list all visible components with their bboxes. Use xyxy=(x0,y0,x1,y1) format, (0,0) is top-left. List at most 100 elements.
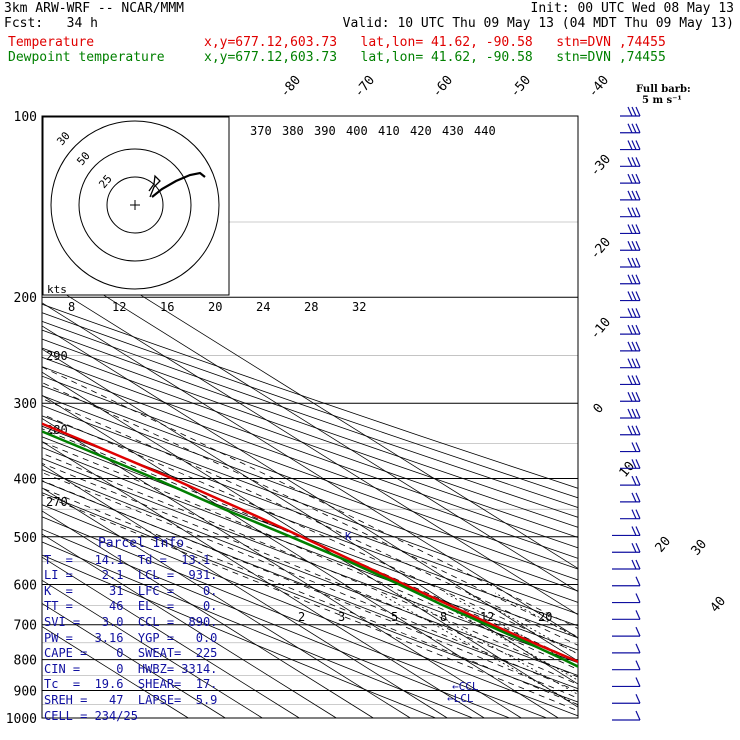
theta-e-label: 390 xyxy=(314,124,336,138)
moist-adiabat xyxy=(42,487,578,706)
temperature-trace xyxy=(42,422,578,663)
k-index-marker: K xyxy=(345,530,352,543)
wind-barb xyxy=(612,710,641,721)
moist-adiabat xyxy=(42,452,578,678)
wind-barb xyxy=(612,643,641,654)
mixing-ratio-line xyxy=(494,592,578,639)
wind-barb xyxy=(612,660,641,671)
isotherm xyxy=(42,533,337,719)
wind-barb xyxy=(620,492,641,503)
isotherm xyxy=(42,510,374,719)
isotherm xyxy=(42,602,226,719)
dry-adiabat xyxy=(42,541,473,719)
isotherm xyxy=(42,579,263,719)
hodograph-ring xyxy=(78,148,192,262)
wind-barb xyxy=(620,425,641,436)
parcel-info-panel: Parcel Info T = 14.1 Td = 13.1 LI = 2.1 … xyxy=(44,536,238,740)
dry-adiabat xyxy=(42,528,510,719)
dry-adiabat xyxy=(42,447,578,651)
isotherm xyxy=(42,487,411,719)
parcel-row: TT = 46 EL = 0. xyxy=(44,599,218,614)
wind-barb xyxy=(612,542,641,553)
dry-adiabat xyxy=(42,312,578,499)
theta-e-label: 370 xyxy=(250,124,272,138)
dry-adiabat xyxy=(42,516,547,719)
wind-barb xyxy=(612,526,641,537)
valid-time: Valid: 10 UTC Thu 09 May 13 (04 MDT Thu … xyxy=(342,16,734,31)
dewpoint-legend: Dewpoint temperature xyxy=(8,50,165,65)
wind-barb xyxy=(612,677,641,688)
forecast-hour: Fcst: 34 h xyxy=(4,16,98,31)
wind-barb xyxy=(620,324,641,335)
init-time: Init: 00 UTC Wed 08 May 13 xyxy=(530,1,735,16)
pressure-tick-label: 400 xyxy=(14,472,37,487)
wind-barb xyxy=(620,240,641,251)
wind-barb xyxy=(612,576,641,587)
pressure-tick-label: 700 xyxy=(14,619,37,634)
wind-barb xyxy=(620,106,641,117)
theta-e-label: 400 xyxy=(346,124,368,138)
wind-barb xyxy=(612,626,641,637)
barb-key-unit: 5 m s⁻¹ xyxy=(642,95,682,106)
wind-barb xyxy=(620,140,641,151)
wind-barb xyxy=(620,408,641,419)
parcel-row: CAPE = 0 SWEAT= 225 xyxy=(44,646,218,661)
wind-barb xyxy=(620,358,641,369)
isotherm xyxy=(42,325,578,662)
dry-adiabat xyxy=(42,347,578,538)
isotherm-label: 20 xyxy=(653,534,675,556)
wind-barb xyxy=(620,459,641,469)
wind-barb xyxy=(620,391,641,402)
hodograph-trace-upper xyxy=(151,171,206,198)
wind-barb xyxy=(620,157,641,167)
isotherm-label: 0 xyxy=(591,401,608,417)
mixing-ratio-label: 2 xyxy=(298,610,305,624)
parcel-row: SVI = 3.0 CCL = 890. xyxy=(44,614,218,629)
ccl-marker: ←CCL xyxy=(452,680,479,693)
wind-barb xyxy=(612,693,641,704)
theta-label: 270 xyxy=(46,495,68,509)
dry-adiabat xyxy=(42,395,578,592)
dry-adiabat xyxy=(42,338,578,528)
pressure-tick-label: 100 xyxy=(14,110,37,125)
mixing-ratio-line xyxy=(466,592,578,655)
grid-lines xyxy=(42,116,578,719)
wind-barb xyxy=(620,274,641,285)
temperature-location: x,y=677.12,603.73 lat,lon= 41.62, -90.58… xyxy=(204,35,666,50)
isotherm xyxy=(42,394,559,719)
dry-adiabat xyxy=(42,504,578,717)
hodograph-speed-label: 24 xyxy=(256,300,270,314)
dry-adiabat xyxy=(42,415,578,615)
mixing-ratio-line xyxy=(445,592,578,667)
mixing-ratio-label: 5 xyxy=(391,610,398,624)
dry-adiabat xyxy=(42,425,578,627)
isotherm-label: -50 xyxy=(508,73,535,101)
dry-adiabat xyxy=(42,375,578,570)
wind-barb xyxy=(620,224,641,235)
moist-adiabat xyxy=(42,366,578,629)
dry-adiabat xyxy=(42,405,578,603)
moist-adiabat xyxy=(42,413,578,654)
pressure-tick-label: 200 xyxy=(14,291,37,306)
theta-label: 290 xyxy=(46,349,68,363)
isotherm-label: -60 xyxy=(430,73,457,101)
moist-adiabat xyxy=(42,382,578,638)
isotherm-label: 40 xyxy=(708,594,730,616)
dry-adiabat xyxy=(42,385,578,581)
parcel-row: LI = 2.1 LCL = 931. xyxy=(44,568,218,583)
dewpoint-trace xyxy=(42,430,578,668)
hodograph-speed-label: 8 xyxy=(68,300,75,314)
parcel-row: Tc = 19.6 SHEAR= 17. xyxy=(44,677,218,692)
pressure-tick-label: 1000 xyxy=(6,712,37,727)
hodograph-speed-label: 32 xyxy=(352,300,366,314)
hodograph-ring xyxy=(106,176,164,234)
isotherm-label: -30 xyxy=(588,152,615,180)
isotherm xyxy=(42,279,578,616)
wind-barb xyxy=(612,593,641,604)
wind-barb xyxy=(620,442,641,453)
wind-barb xyxy=(620,190,641,201)
hodograph-speed-label: 16 xyxy=(160,300,174,314)
theta-e-label: 420 xyxy=(410,124,432,138)
